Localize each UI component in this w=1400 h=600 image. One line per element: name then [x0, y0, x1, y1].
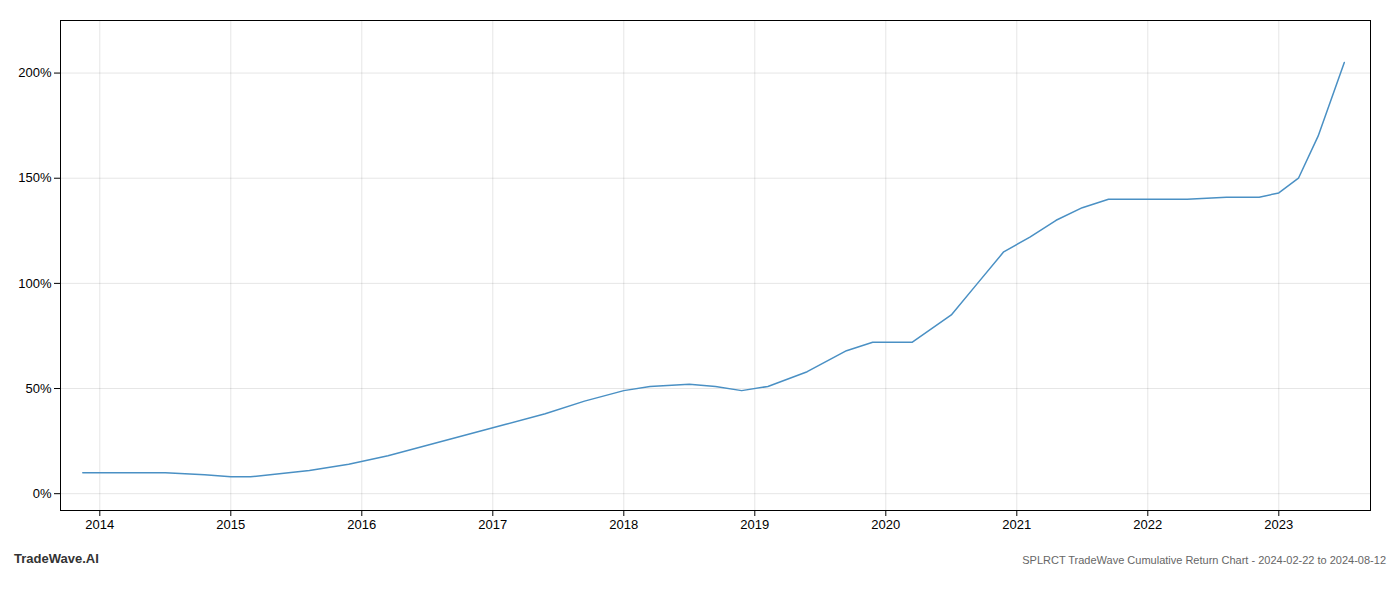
svg-text:200%: 200% — [18, 65, 52, 80]
svg-text:0%: 0% — [33, 486, 52, 501]
svg-text:2020: 2020 — [871, 517, 900, 532]
svg-text:2015: 2015 — [216, 517, 245, 532]
svg-text:100%: 100% — [18, 276, 52, 291]
svg-text:2014: 2014 — [85, 517, 114, 532]
svg-text:2018: 2018 — [609, 517, 638, 532]
svg-text:2019: 2019 — [740, 517, 769, 532]
svg-text:2016: 2016 — [347, 517, 376, 532]
svg-text:2023: 2023 — [1264, 517, 1293, 532]
html-text:TradeWave.AI: TradeWave.AI — [14, 551, 99, 566]
svg-text:2022: 2022 — [1133, 517, 1162, 532]
svg-text:2017: 2017 — [478, 517, 507, 532]
svg-text:2021: 2021 — [1002, 517, 1031, 532]
svg-text:50%: 50% — [25, 381, 51, 396]
html-text:SPLRCT TradeWave Cumulative Re: SPLRCT TradeWave Cumulative Return Chart… — [1022, 554, 1386, 566]
svg-text:150%: 150% — [18, 170, 52, 185]
